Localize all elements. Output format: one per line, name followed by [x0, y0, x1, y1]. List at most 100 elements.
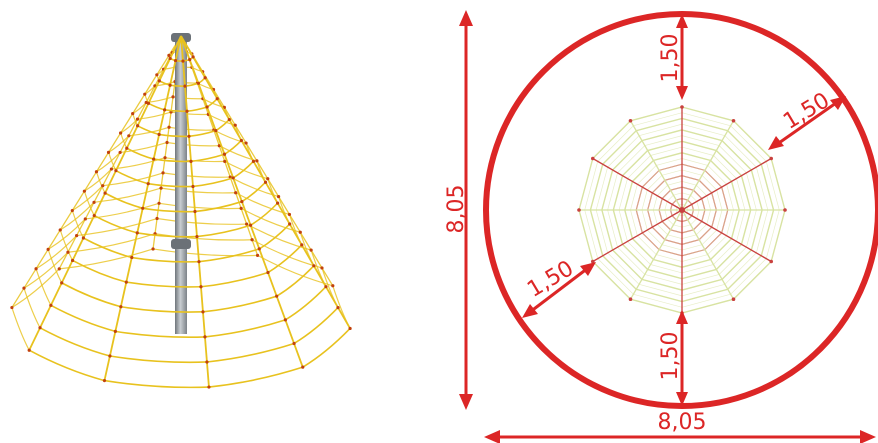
rope-connector-node	[94, 170, 99, 174]
rope-connector-node	[222, 152, 227, 156]
rope-connector-node	[197, 260, 201, 264]
plan-anchor-node	[769, 156, 774, 161]
rope-connector-node	[22, 286, 26, 290]
plan-spoke-rope	[592, 157, 683, 211]
rope-connector-node	[146, 182, 150, 186]
rope-connector-node	[34, 267, 38, 271]
rope-connector-node	[136, 124, 140, 128]
rope-connector-node	[162, 108, 167, 112]
plan-spoke-rope	[681, 209, 735, 300]
pyramid-ring-rope	[293, 307, 339, 345]
rope-connector-node	[70, 208, 74, 213]
rope-pyramid-perspective	[10, 33, 352, 389]
pyramid-ring-rope	[61, 282, 122, 308]
pyramid-ring-rope	[284, 286, 327, 321]
pyramid-ring-rope	[166, 141, 220, 147]
rope-connector-node	[203, 335, 207, 339]
plan-anchor-node	[731, 118, 736, 123]
rope-connector-node	[298, 230, 302, 234]
bottom-clearance-label: 1,50	[658, 332, 683, 381]
rope-connector-node	[227, 117, 231, 122]
rope-connector-node	[312, 264, 316, 268]
rope-connector-node	[239, 206, 243, 210]
pyramid-ring-rope	[142, 207, 195, 213]
pyramid-ring-rope	[154, 233, 253, 241]
rope-connector-node	[283, 318, 287, 322]
rope-connector-node	[83, 217, 87, 221]
rope-connector-node	[244, 141, 248, 145]
rope-connector-node	[301, 365, 305, 369]
rope-connector-node	[287, 212, 292, 217]
rope-connector-node	[245, 222, 249, 226]
rope-connector-node	[205, 105, 209, 109]
left-clearance-dimension	[522, 262, 596, 318]
rope-connector-node	[239, 138, 243, 143]
rope-connector-node	[119, 131, 123, 135]
rope-connector-node	[103, 191, 107, 195]
rope-connector-node	[108, 354, 112, 358]
rope-connector-node	[81, 236, 86, 240]
pyramid-ring-rope	[108, 135, 130, 153]
rope-connector-node	[152, 157, 156, 161]
rope-connector-node	[106, 150, 111, 154]
rope-connector-node	[196, 81, 200, 85]
rope-connector-node	[288, 222, 292, 226]
rope-connector-node	[66, 250, 70, 254]
rope-connector-node	[191, 184, 195, 189]
pyramid-ring-rope	[170, 111, 209, 116]
rope-connector-node	[348, 326, 352, 331]
plan-spoke-rope	[629, 120, 683, 211]
plan-anchor-node	[590, 156, 595, 161]
rope-connector-node	[215, 97, 219, 101]
pyramid-ring-rope	[232, 160, 255, 179]
rope-connector-node	[255, 159, 259, 163]
pyramid-ring-rope	[159, 133, 190, 138]
rope-connector-node	[167, 125, 171, 129]
bottom-clearance-dimension	[676, 310, 688, 406]
plan-anchor-node	[680, 105, 684, 109]
rope-connector-node	[214, 129, 218, 133]
rope-connector-node	[165, 140, 169, 145]
rope-connector-node	[146, 101, 151, 105]
pyramid-ring-rope	[47, 249, 63, 284]
pyramid-ring-rope	[71, 185, 104, 212]
plan-spoke-rope	[629, 209, 683, 300]
rope-connector-node	[119, 305, 123, 309]
rope-connector-node	[292, 341, 296, 346]
pyramid-ring-rope	[250, 202, 279, 226]
rope-connector-node	[201, 310, 205, 314]
pyramid-ring-rope	[115, 169, 149, 185]
rope-connector-node	[257, 247, 261, 251]
pyramid-ring-rope	[200, 271, 269, 288]
rope-connector-node	[167, 53, 171, 57]
rope-connector-node	[234, 191, 238, 195]
rope-connector-node	[143, 92, 147, 96]
rope-connector-node	[181, 59, 185, 63]
pyramid-ring-rope	[126, 147, 154, 160]
pyramid-ring-rope	[160, 187, 236, 194]
plan-anchor-node	[731, 297, 736, 302]
pyramid-ring-rope	[23, 287, 41, 329]
pyramid-ring-rope	[158, 202, 242, 210]
pyramid-ring-rope	[59, 201, 95, 231]
plan-spoke-rope	[681, 157, 772, 211]
rope-connector-node	[168, 83, 172, 87]
pyramid-ring-rope	[153, 158, 192, 163]
rope-connector-node	[275, 294, 279, 298]
pyramid-ring-rope	[137, 232, 197, 238]
rope-connector-node	[151, 247, 155, 251]
rope-connector-node	[157, 201, 161, 205]
rope-connector-node	[251, 159, 256, 163]
plan-anchor-node	[783, 208, 787, 212]
rope-connector-node	[113, 329, 117, 333]
rope-connector-node	[114, 169, 118, 173]
rope-connector-node	[255, 253, 260, 258]
rope-connector-node	[223, 159, 227, 163]
pyramid-ring-rope	[152, 248, 258, 257]
pyramid-ring-rope	[111, 157, 166, 170]
pyramid-ring-rope	[168, 126, 214, 131]
plan-rope-net	[577, 105, 787, 315]
rope-connector-node	[193, 209, 197, 214]
pyramid-ring-rope	[156, 217, 247, 225]
